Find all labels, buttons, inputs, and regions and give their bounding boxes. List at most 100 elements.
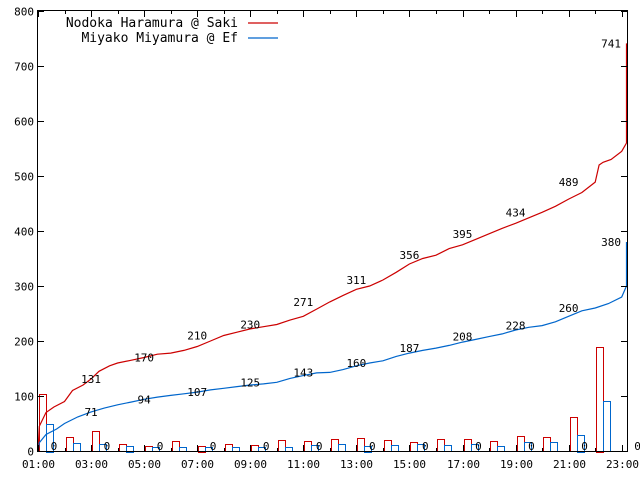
point-label: 71 — [84, 406, 97, 419]
bar — [46, 424, 54, 453]
point-label: 94 — [138, 393, 152, 406]
legend-label: Miyako Miyamura @ Ef — [81, 31, 238, 46]
y-tick-label: 500 — [14, 171, 34, 184]
x-tick-label: 05:00 — [128, 458, 161, 471]
bar — [331, 439, 339, 452]
point-label: 208 — [453, 331, 473, 344]
bar — [444, 445, 452, 452]
x-tick-label: 19:00 — [500, 458, 533, 471]
point-labels: 131 170 210 230 271 311 356 395 434 489 741 71 94 107… — [81, 37, 621, 419]
point-label: 160 — [346, 357, 366, 370]
point-label: 170 — [134, 352, 154, 365]
zero-label: 0 — [581, 440, 588, 453]
bar — [285, 447, 293, 452]
point-label: 489 — [559, 176, 579, 189]
bar — [338, 444, 346, 452]
bar — [490, 441, 498, 452]
point-label: 356 — [400, 249, 420, 262]
point-label: 228 — [506, 320, 526, 333]
series-line — [37, 43, 628, 452]
point-label: 434 — [506, 206, 526, 219]
bar — [304, 441, 312, 452]
y-tick-label: 800 — [14, 6, 34, 19]
point-label: 125 — [240, 376, 260, 389]
bar — [179, 447, 187, 452]
point-label: 380 — [601, 236, 621, 249]
x-tick-label: 23:00 — [606, 458, 639, 471]
bar — [384, 440, 392, 452]
series-line — [37, 242, 628, 452]
zero-label: 0 — [316, 440, 323, 453]
y-tick-label: 200 — [14, 336, 34, 349]
point-label: 271 — [293, 296, 313, 309]
x-tick-label: 13:00 — [340, 458, 373, 471]
bar — [357, 438, 365, 452]
point-label: 210 — [187, 330, 207, 343]
bar — [232, 447, 240, 452]
series-lines — [37, 43, 628, 452]
x-tick-label: 01:00 — [22, 458, 55, 471]
bar — [517, 436, 525, 452]
bar — [172, 441, 180, 452]
bar — [119, 444, 127, 452]
x-axis: 01:00 03:00 05:00 07:00 09:00 11:00 13:00 15:00… — [22, 11, 639, 471]
zero-label: 0 — [634, 440, 640, 453]
y-tick-label: 0 — [27, 446, 34, 459]
bar — [577, 435, 585, 453]
hourly-bars — [39, 347, 611, 453]
x-tick-label: 03:00 — [75, 458, 108, 471]
y-tick-label: 100 — [14, 391, 34, 404]
point-label: 131 — [81, 373, 101, 386]
bar — [391, 445, 399, 452]
x-tick-label: 09:00 — [234, 458, 267, 471]
zero-label: 0 — [104, 440, 111, 453]
legend-label: Nodoka Haramura @ Saki — [66, 16, 238, 31]
x-tick-label: 11:00 — [287, 458, 320, 471]
zero-label: 0 — [51, 440, 58, 453]
bar — [278, 440, 286, 452]
zero-label: 0 — [263, 440, 270, 453]
point-label: 107 — [187, 386, 207, 399]
y-axis: 0 100 200 300 400 500 600 700 800 — [14, 6, 627, 459]
bar — [437, 439, 445, 452]
bar — [464, 439, 472, 452]
plot-frame — [37, 10, 628, 452]
point-label: 230 — [240, 319, 260, 332]
bar — [497, 446, 505, 452]
bar — [225, 444, 233, 452]
point-label: 311 — [346, 274, 366, 287]
bar — [73, 443, 81, 452]
point-label: 187 — [400, 342, 420, 355]
bar — [550, 442, 558, 452]
zero-label: 0 — [528, 440, 535, 453]
zero-label: 0 — [369, 440, 376, 453]
point-label: 395 — [453, 228, 473, 241]
x-tick-label: 21:00 — [553, 458, 586, 471]
zero-label: 0 — [475, 440, 482, 453]
bar — [364, 446, 372, 453]
zero-label: 0 — [422, 440, 429, 453]
point-label: 741 — [601, 37, 621, 50]
x-tick-label: 17:00 — [447, 458, 480, 471]
y-tick-label: 300 — [14, 281, 34, 294]
bar — [543, 437, 551, 452]
bar — [66, 437, 74, 452]
point-label: 260 — [559, 302, 579, 315]
y-tick-label: 600 — [14, 116, 34, 129]
zero-labels: 0 0 0 0 0 0 0 0 0 0 0 0 — [51, 440, 640, 453]
bar — [145, 446, 153, 452]
x-tick-label: 15:00 — [393, 458, 426, 471]
bar — [570, 417, 578, 452]
bar — [92, 431, 100, 452]
bar — [596, 347, 604, 453]
bar — [126, 446, 134, 453]
zero-label: 0 — [157, 440, 164, 453]
zero-label: 0 — [210, 440, 217, 453]
y-tick-label: 400 — [14, 226, 34, 239]
bar — [603, 401, 611, 452]
point-label: 143 — [293, 366, 313, 379]
bar — [410, 442, 418, 452]
x-tick-label: 07:00 — [181, 458, 214, 471]
